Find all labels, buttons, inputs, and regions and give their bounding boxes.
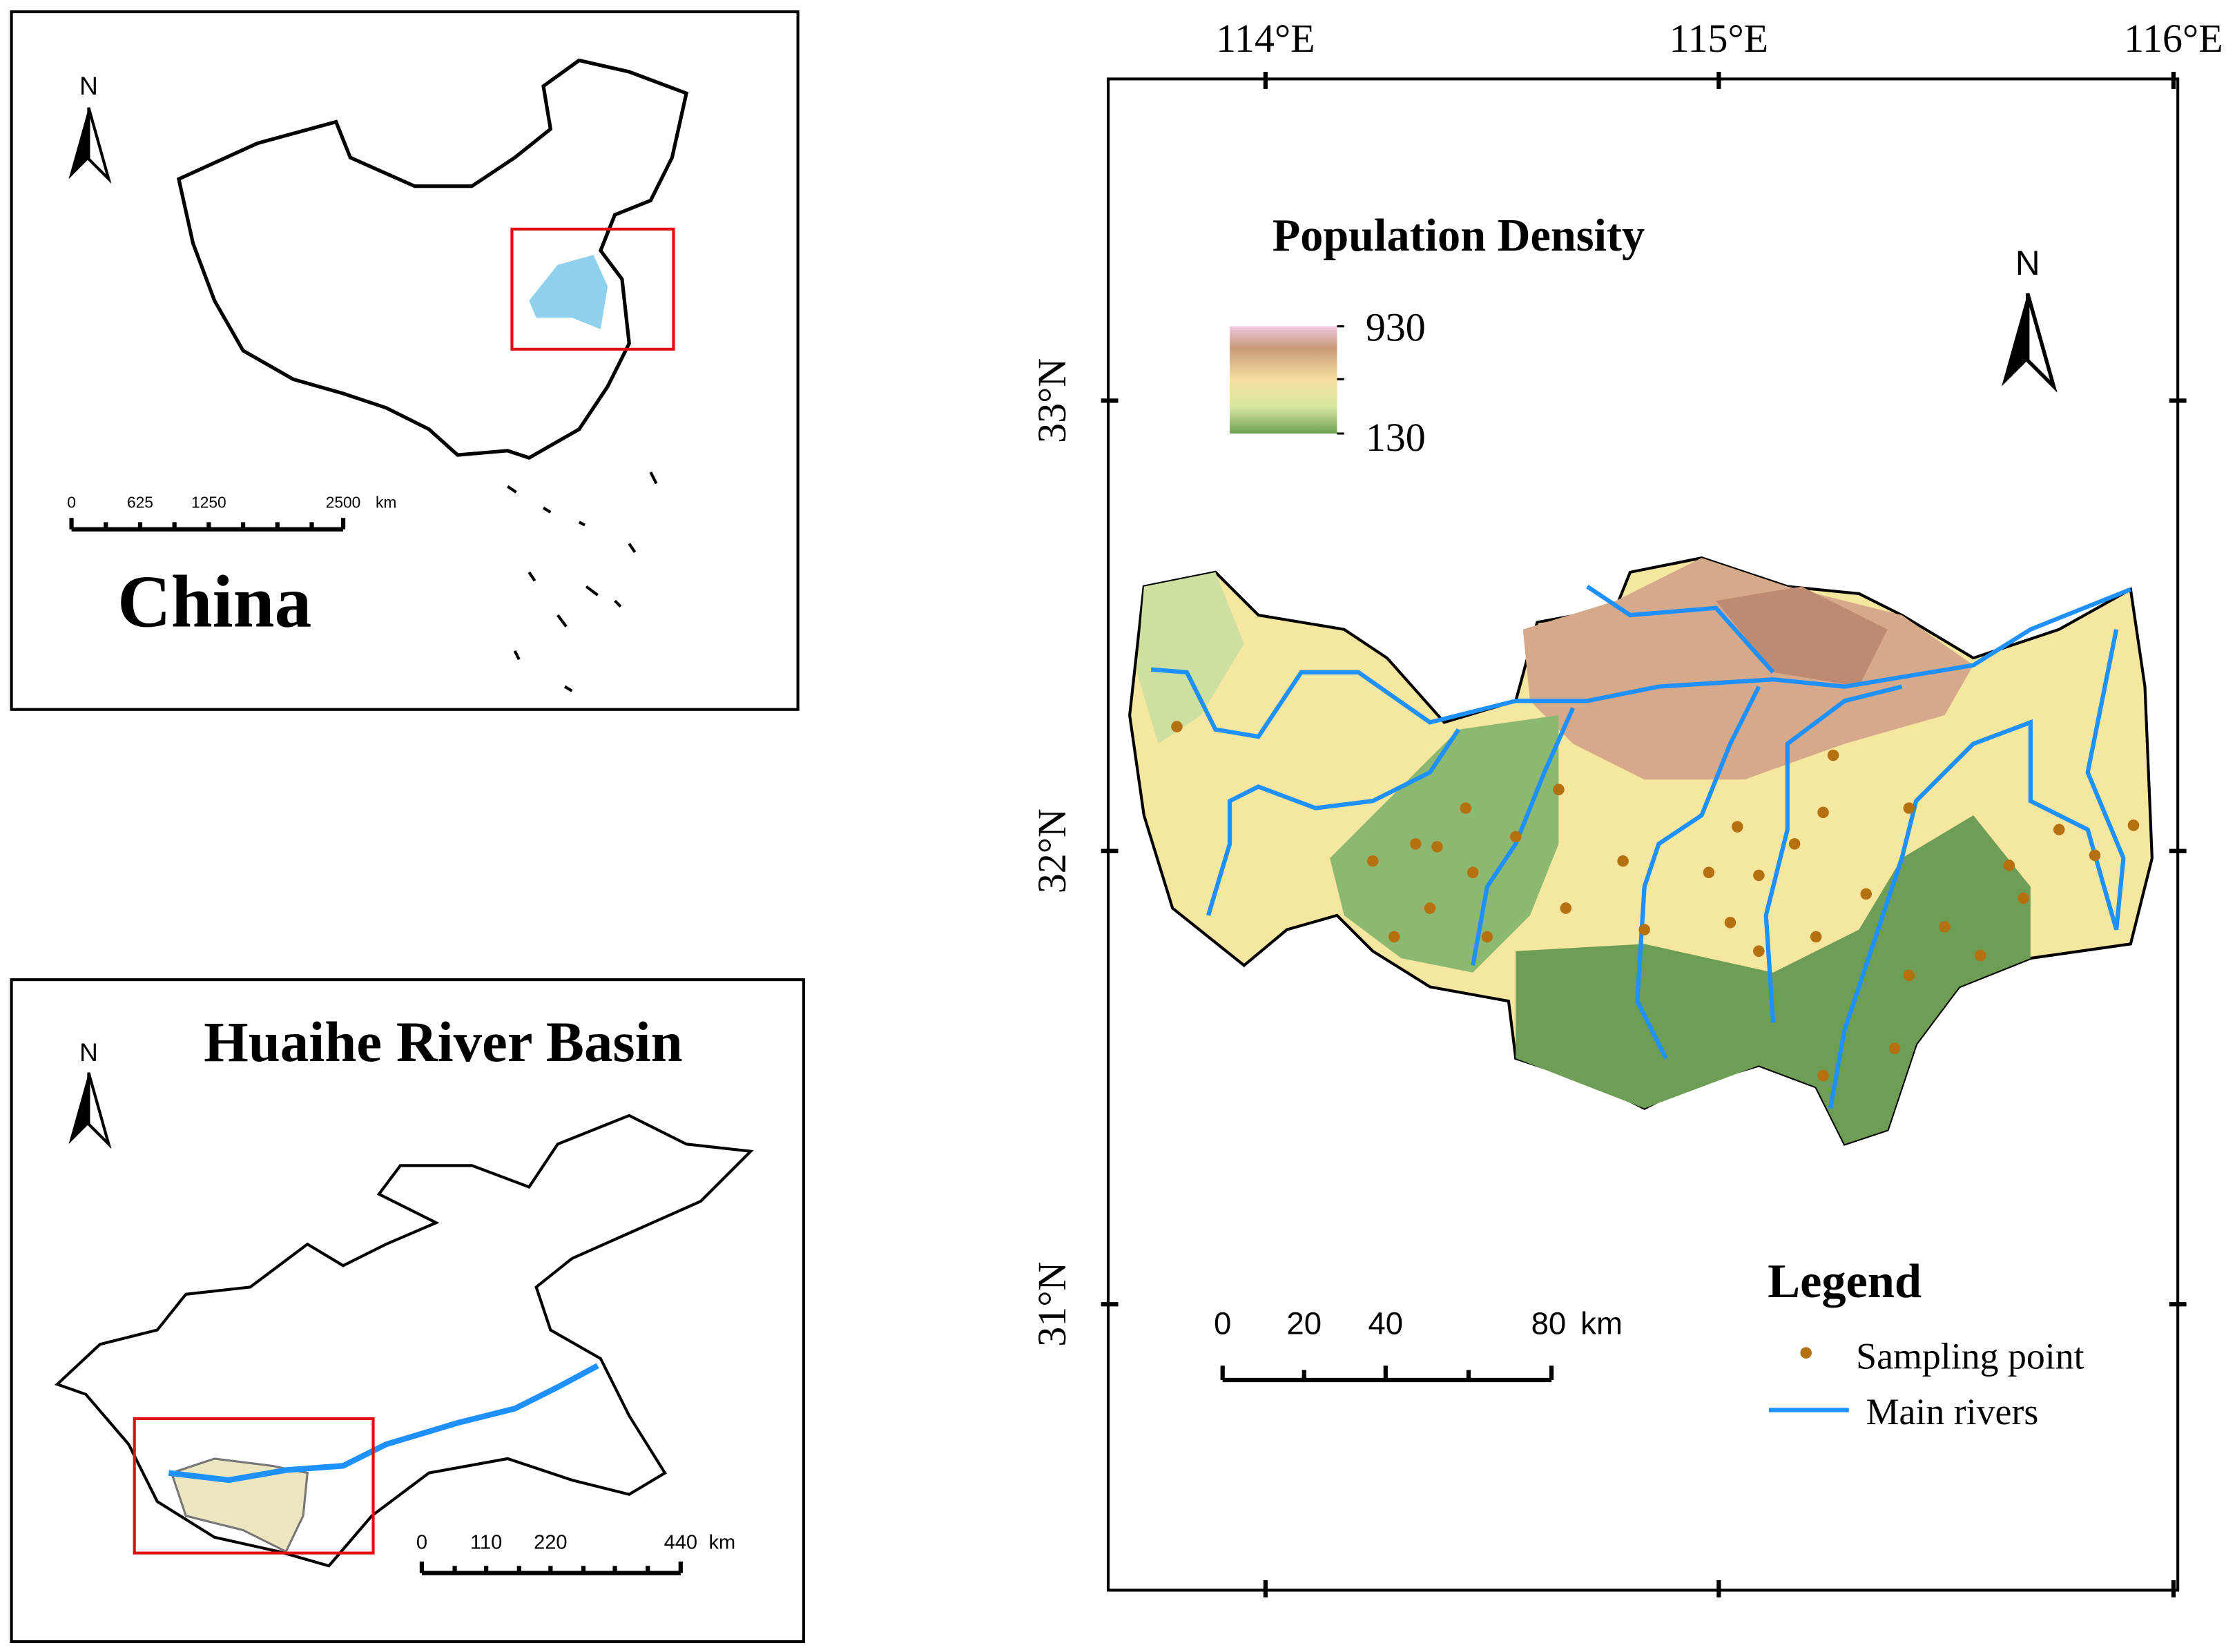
scale-label: 0 <box>1214 1306 1231 1341</box>
scale-label: 440 <box>664 1531 697 1553</box>
scale-label: 20 <box>1286 1306 1322 1341</box>
locator-box <box>510 227 675 351</box>
scale-label: 0 <box>416 1531 427 1553</box>
legend-item: Sampling point <box>1856 1335 2084 1377</box>
china-panel <box>10 10 800 711</box>
huaihe-panel <box>10 978 805 1644</box>
density-ramp <box>1230 326 1337 434</box>
china-outline <box>176 58 689 460</box>
scale-label: 80 <box>1531 1306 1567 1341</box>
density-min: 130 <box>1366 415 1426 460</box>
lat-label: 33°N <box>1029 358 1074 443</box>
lon-label: 114°E <box>1216 16 1315 61</box>
basin-outline <box>54 1114 754 1568</box>
legend-item: Main rivers <box>1866 1391 2039 1432</box>
north-label: N <box>79 71 98 100</box>
scale-label: 0 <box>67 494 76 512</box>
lon-label: 115°E <box>1670 16 1768 61</box>
lat-label: 32°N <box>1029 808 1074 893</box>
scale-label: 1250 <box>191 494 226 512</box>
scale-label: 2500 <box>326 494 361 512</box>
scale-bar <box>1220 1366 1554 1383</box>
basin-raster <box>1128 556 2154 1146</box>
north-label: N <box>79 1038 98 1067</box>
locator-box <box>133 1417 375 1555</box>
scale-label: 220 <box>534 1531 567 1553</box>
scale-unit: km <box>1580 1306 1623 1341</box>
scale-bar <box>419 1562 683 1575</box>
graticule-ticks <box>1101 72 2187 1597</box>
lat-label: 31°N <box>1029 1262 1074 1347</box>
density-max: 930 <box>1366 304 1426 349</box>
scale-label: 625 <box>127 494 153 512</box>
lon-label: 116°E <box>2124 16 2223 61</box>
legend-title: Legend <box>1768 1254 1922 1308</box>
basin-location <box>529 255 608 329</box>
scale-unit: km <box>376 494 396 512</box>
study-area <box>170 1457 309 1553</box>
huaihe-river <box>168 1363 599 1484</box>
scale-bar <box>69 518 346 532</box>
islands <box>507 471 658 692</box>
panel-title: Huaihe River Basin <box>204 1010 682 1073</box>
scale-unit: km <box>709 1531 736 1553</box>
scale-label: 110 <box>470 1531 502 1553</box>
ramp-ticks <box>1337 325 1344 435</box>
north-label: N <box>2015 244 2040 282</box>
panel-title: China <box>117 561 311 643</box>
scale-label: 40 <box>1368 1306 1403 1341</box>
rivers <box>1150 585 2131 1109</box>
legend-point-swatch <box>1800 1347 1812 1359</box>
sampling-points <box>1171 721 2140 1082</box>
density-title: Population Density <box>1273 211 1645 261</box>
